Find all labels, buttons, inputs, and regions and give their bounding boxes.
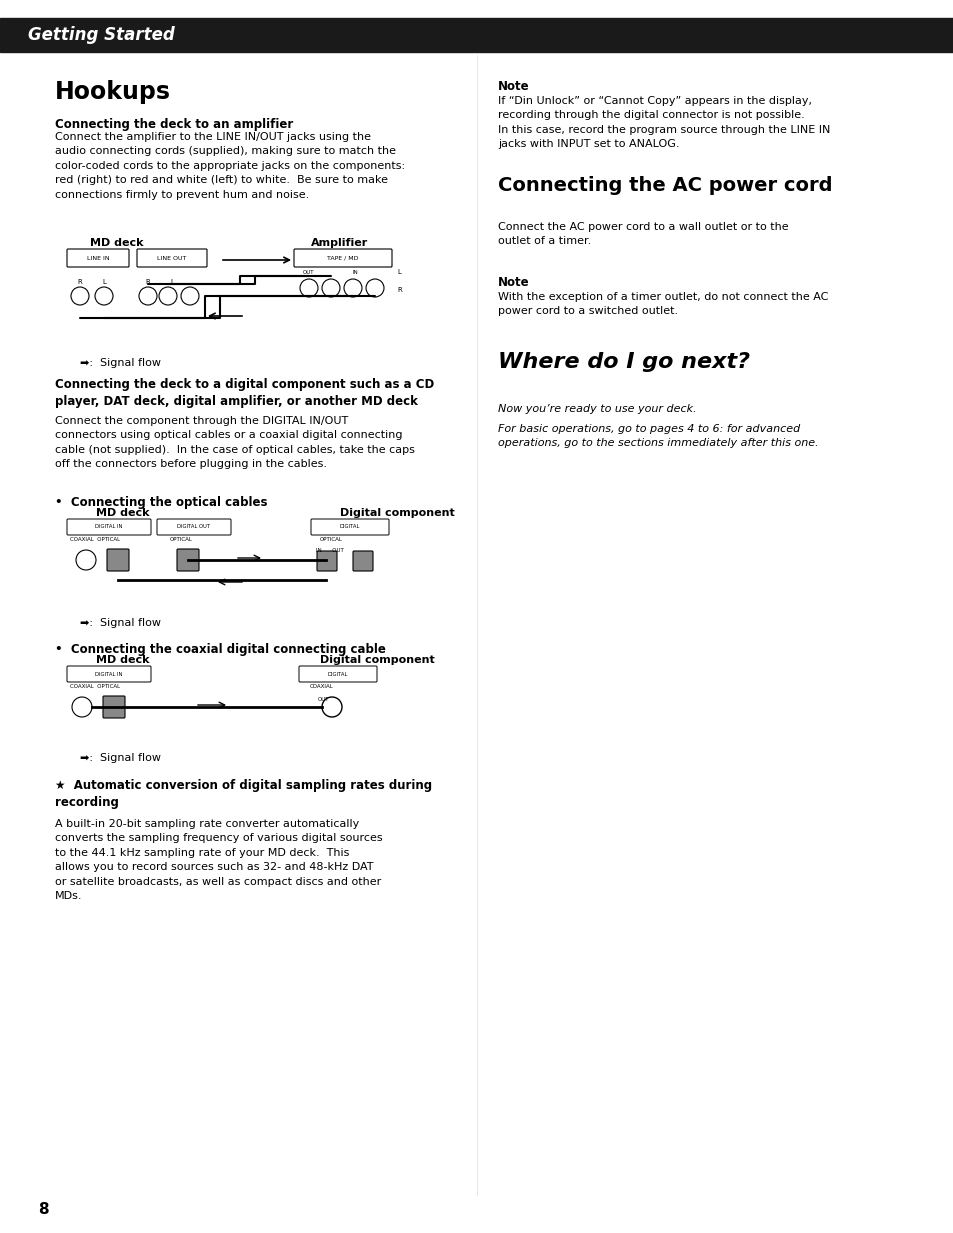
Text: 8: 8 [38, 1202, 49, 1217]
Text: For basic operations, go to pages 4 to 6: for advanced
operations, go to the sec: For basic operations, go to pages 4 to 6… [497, 424, 818, 449]
Text: Note: Note [497, 80, 529, 92]
Text: DIGITAL: DIGITAL [339, 524, 360, 529]
Text: Connecting the AC power cord: Connecting the AC power cord [497, 176, 832, 195]
Text: COAXIAL: COAXIAL [310, 684, 334, 689]
Text: If “Din Unlock” or “Cannot Copy” appears in the display,
recording through the d: If “Din Unlock” or “Cannot Copy” appears… [497, 96, 829, 149]
FancyBboxPatch shape [107, 549, 129, 571]
Text: R: R [146, 279, 151, 285]
Text: •  Connecting the optical cables: • Connecting the optical cables [55, 496, 267, 509]
FancyBboxPatch shape [137, 249, 207, 268]
Text: With the exception of a timer outlet, do not connect the AC
power cord to a swit: With the exception of a timer outlet, do… [497, 292, 827, 317]
FancyBboxPatch shape [316, 551, 336, 571]
Text: L: L [396, 269, 400, 275]
Text: TAPE / MD: TAPE / MD [327, 255, 358, 260]
Text: Getting Started: Getting Started [28, 26, 174, 44]
Text: OUT: OUT [303, 270, 314, 275]
Text: R: R [396, 287, 401, 293]
FancyBboxPatch shape [311, 519, 389, 535]
Text: L: L [170, 279, 173, 285]
Text: Connect the amplifier to the LINE IN/OUT jacks using the
audio connecting cords : Connect the amplifier to the LINE IN/OUT… [55, 132, 405, 200]
Text: MD deck: MD deck [96, 508, 150, 518]
Text: LINE IN: LINE IN [87, 255, 110, 260]
Text: DIGITAL: DIGITAL [328, 672, 348, 677]
Text: OPTICAL: OPTICAL [319, 538, 342, 543]
Text: Hookups: Hookups [55, 80, 171, 104]
Text: Digital component: Digital component [339, 508, 455, 518]
FancyBboxPatch shape [353, 551, 373, 571]
Text: Connecting the deck to an amplifier: Connecting the deck to an amplifier [55, 118, 293, 131]
Text: Connecting the deck to a digital component such as a CD
player, DAT deck, digita: Connecting the deck to a digital compone… [55, 379, 434, 408]
Text: ➡:  Signal flow: ➡: Signal flow [80, 753, 161, 763]
Text: Amplifier: Amplifier [311, 238, 368, 248]
FancyBboxPatch shape [294, 249, 392, 268]
Text: R: R [77, 279, 82, 285]
Text: Connect the component through the DIGITAL IN/OUT
connectors using optical cables: Connect the component through the DIGITA… [55, 416, 415, 470]
Text: IN      OUT: IN OUT [315, 547, 343, 552]
Text: Note: Note [497, 276, 529, 289]
FancyBboxPatch shape [177, 549, 199, 571]
FancyBboxPatch shape [67, 249, 129, 268]
Text: COAXIAL  OPTICAL: COAXIAL OPTICAL [70, 538, 120, 543]
Text: Now you’re ready to use your deck.: Now you’re ready to use your deck. [497, 404, 696, 414]
Text: L: L [102, 279, 106, 285]
FancyBboxPatch shape [103, 695, 125, 718]
Text: •  Connecting the coaxial digital connecting cable: • Connecting the coaxial digital connect… [55, 642, 385, 656]
FancyBboxPatch shape [298, 666, 376, 682]
Text: ➡:  Signal flow: ➡: Signal flow [80, 618, 161, 628]
Bar [0, 18, 953, 52]
Text: OPTICAL: OPTICAL [170, 538, 193, 543]
Text: A built-in 20-bit sampling rate converter automatically
converts the sampling fr: A built-in 20-bit sampling rate converte… [55, 819, 382, 901]
Text: OUT: OUT [317, 697, 329, 702]
Text: DIGITAL IN: DIGITAL IN [95, 672, 123, 677]
Text: MD deck: MD deck [96, 655, 150, 665]
FancyBboxPatch shape [67, 519, 151, 535]
Text: IN: IN [352, 270, 357, 275]
Text: MD deck: MD deck [90, 238, 143, 248]
Text: ➡:  Signal flow: ➡: Signal flow [80, 358, 161, 367]
Text: DIGITAL IN: DIGITAL IN [95, 524, 123, 529]
Text: Digital component: Digital component [319, 655, 435, 665]
FancyBboxPatch shape [157, 519, 231, 535]
Text: ★  Automatic conversion of digital sampling rates during
recording: ★ Automatic conversion of digital sampli… [55, 779, 432, 809]
Text: Connect the AC power cord to a wall outlet or to the
outlet of a timer.: Connect the AC power cord to a wall outl… [497, 222, 788, 247]
Text: DIGITAL OUT: DIGITAL OUT [177, 524, 211, 529]
Text: Where do I go next?: Where do I go next? [497, 351, 749, 372]
Text: LINE OUT: LINE OUT [157, 255, 187, 260]
Text: COAXIAL  OPTICAL: COAXIAL OPTICAL [70, 684, 120, 689]
FancyBboxPatch shape [67, 666, 151, 682]
